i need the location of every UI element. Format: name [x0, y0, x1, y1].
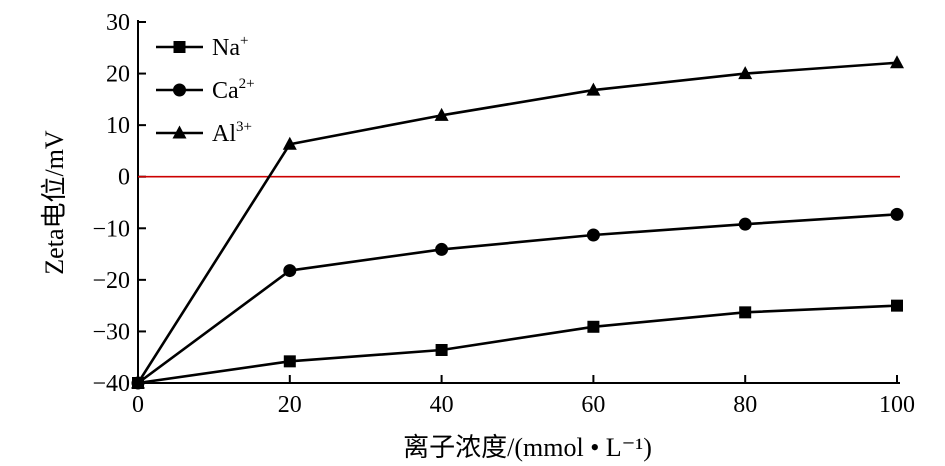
legend: Na+ Ca2+ Al3+: [156, 33, 255, 147]
legend-label: Al3+: [212, 119, 252, 147]
x-tick-label: 20: [278, 392, 302, 418]
legend-item: Ca2+: [156, 76, 255, 104]
data-point: [586, 82, 601, 96]
legend-marker: [173, 83, 186, 97]
y-tick-label: −30: [92, 319, 130, 345]
data-point: [738, 66, 753, 80]
legend-item: Al3+: [156, 119, 252, 147]
data-point: [890, 207, 904, 221]
legend-label: Ca2+: [212, 76, 255, 104]
data-point: [738, 217, 752, 231]
series-al: [131, 55, 904, 389]
data-point: [435, 343, 448, 356]
legend-marker: [172, 125, 187, 139]
data-point: [282, 136, 297, 150]
x-tick-label: 60: [581, 392, 605, 418]
series-line: [137, 213, 898, 385]
x-tick-label: 0: [132, 392, 144, 418]
data-point: [283, 264, 297, 278]
data-point: [739, 306, 752, 319]
series-ca: [131, 207, 904, 390]
data-point: [434, 107, 449, 121]
data-point: [586, 228, 600, 242]
data-point: [890, 55, 904, 69]
data-point: [131, 375, 145, 389]
legend-label: Na+: [212, 33, 248, 61]
series-group: [131, 55, 904, 390]
series-line: [136, 61, 898, 384]
y-axis-title: Zeta电位/mV: [40, 130, 69, 275]
y-tick-label: 20: [106, 62, 130, 88]
y-tick-label: 30: [106, 10, 130, 36]
legend-item: Na+: [156, 33, 248, 61]
data-point: [283, 355, 296, 368]
y-tick-label: 10: [106, 113, 130, 139]
series-na: [132, 299, 903, 389]
y-tick-label: 0: [118, 165, 130, 191]
x-axis-title: 离子浓度/(mmol • L⁻¹): [403, 433, 652, 462]
y-tick-label: −20: [92, 268, 130, 294]
data-point: [891, 299, 903, 312]
data-point: [587, 320, 600, 333]
data-point: [435, 242, 449, 256]
y-tick-label: −40: [92, 371, 130, 397]
x-tick-label: 100: [879, 392, 915, 418]
x-tick-label: 40: [430, 392, 454, 418]
legend-marker: [173, 41, 186, 53]
x-tick-label: 80: [733, 392, 757, 418]
series-line: [137, 304, 898, 385]
y-tick-label: −10: [92, 216, 130, 242]
